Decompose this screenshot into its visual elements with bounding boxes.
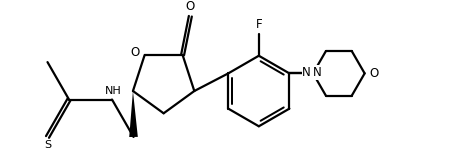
Text: S: S (44, 140, 51, 150)
Text: O: O (130, 46, 139, 59)
Text: NH: NH (104, 86, 121, 96)
Polygon shape (129, 91, 138, 137)
Text: N: N (312, 66, 321, 79)
Text: N: N (302, 66, 310, 79)
Text: O: O (368, 67, 378, 80)
Text: F: F (255, 18, 262, 31)
Text: O: O (185, 0, 194, 13)
